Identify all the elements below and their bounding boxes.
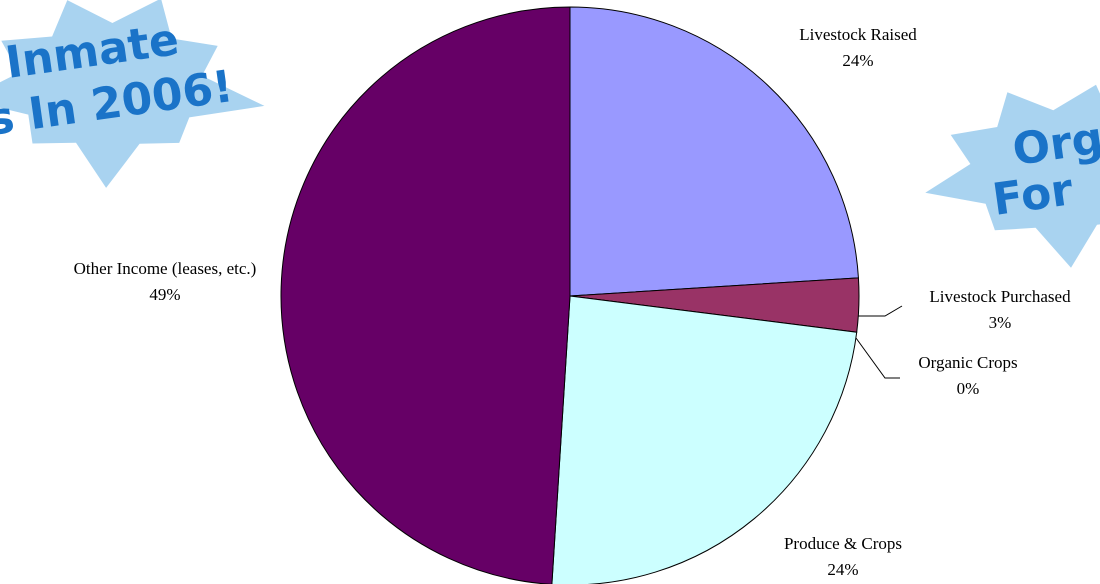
leader-line [855,337,900,379]
slice [280,6,571,584]
slice-label: Produce & Crops [784,534,902,553]
slice-label: Livestock Purchased [929,287,1071,306]
value-label: 24% [827,560,858,579]
pie [280,6,860,584]
value-label: 0% [957,379,980,398]
value-label: 49% [149,285,180,304]
value-label: 3% [989,313,1012,332]
slice-label: Organic Crops [918,353,1017,372]
starburst-text: For [989,164,1076,226]
slice-label: Other Income (leases, etc.) [74,259,257,278]
slice [569,6,859,297]
leader-line [858,305,903,317]
labels: Livestock Raised 24% Livestock Purchased 3%… [74,25,1071,579]
slice-label: Livestock Raised [799,25,917,44]
starburst [0,0,265,188]
starburst-text: Org [1009,113,1100,176]
slice [551,295,858,584]
starburst [925,84,1100,268]
value-label: 24% [842,51,873,70]
